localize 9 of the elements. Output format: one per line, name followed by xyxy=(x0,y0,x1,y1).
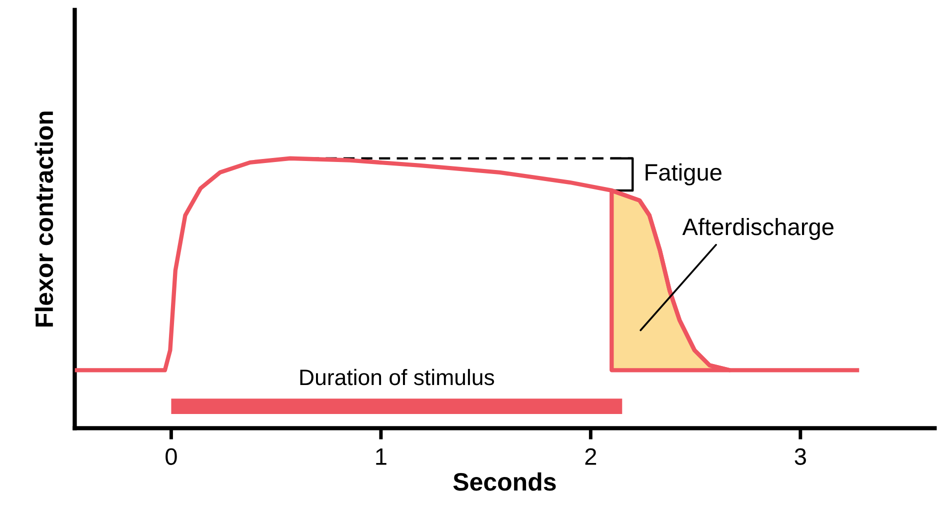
y-axis-title: Flexor contraction xyxy=(34,112,54,326)
x-tick-label: 0 xyxy=(166,448,177,465)
annotation: Fatigue xyxy=(646,163,722,186)
x-tick-label: 2 xyxy=(585,448,596,465)
series-label: Duration of stimulus xyxy=(300,368,494,386)
x-tick-label: 3 xyxy=(794,448,806,465)
annotation: Afterdischarge xyxy=(682,218,834,240)
x-axis-title: Seconds xyxy=(453,472,556,491)
x-tick-label: 1 xyxy=(376,448,386,465)
